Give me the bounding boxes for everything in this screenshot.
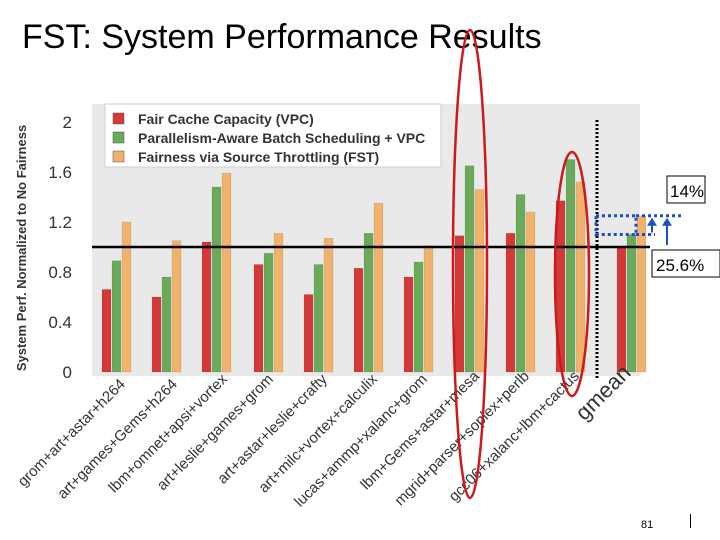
bar	[464, 165, 475, 373]
x-axis-tick-labels: grom+art+astar+h264art+games+Gems+h264lb…	[14, 360, 635, 511]
bar	[423, 245, 434, 373]
bar	[403, 276, 414, 373]
bar	[101, 289, 112, 373]
bar	[211, 186, 222, 373]
legend-box	[104, 103, 442, 168]
label-box	[651, 249, 720, 278]
bar	[253, 264, 264, 373]
bar	[121, 221, 132, 373]
slide-title: FST: System Performance Results	[22, 18, 542, 56]
y-tick-label: 0.4	[48, 313, 72, 332]
y-tick-label: 2	[63, 113, 72, 132]
bar	[313, 264, 324, 373]
improvement-box	[594, 214, 638, 236]
highlight-ellipse	[451, 28, 489, 500]
highlight-ellipse	[553, 150, 591, 398]
bar	[221, 173, 232, 373]
y-axis-label: System Perf. Normalized to No Fairness	[14, 125, 29, 371]
improvement-label-vpc: 25.6%	[656, 256, 704, 275]
bar	[151, 296, 162, 373]
bar	[565, 159, 576, 373]
legend-swatch	[112, 112, 125, 125]
legend-swatch	[112, 131, 125, 144]
legend-label: Fairness via Source Throttling (FST)	[138, 149, 379, 165]
arrow-head	[662, 217, 672, 226]
y-tick-label: 1.6	[48, 163, 72, 182]
improvement-annotations: 14% 25.6%	[594, 175, 720, 278]
legend-swatch	[112, 150, 125, 163]
bar	[636, 215, 647, 373]
bar	[111, 260, 122, 373]
improvement-label-pabs: 14%	[670, 182, 704, 201]
bar	[413, 261, 424, 373]
bar	[525, 211, 536, 373]
bar	[575, 181, 586, 373]
bar	[161, 276, 172, 373]
bar	[515, 194, 526, 373]
bar	[323, 238, 334, 373]
corner-mark	[690, 514, 691, 528]
page-number: 81	[641, 519, 654, 531]
legend-label: Parallelism-Aware Batch Scheduling + VPC	[138, 130, 425, 146]
y-axis: 0 0.4 0.8 1.2 1.6 2	[48, 113, 72, 382]
bar	[273, 233, 284, 373]
label-box	[666, 175, 706, 204]
bar	[626, 234, 637, 373]
bar	[616, 246, 627, 373]
bar	[201, 241, 212, 373]
bar	[505, 233, 516, 373]
y-tick-label: 1.2	[48, 213, 72, 232]
bar	[373, 203, 384, 373]
bar	[353, 268, 364, 373]
y-tick-label: 0.8	[48, 263, 72, 282]
bar	[474, 189, 485, 373]
legend-label: Fair Cache Capacity (VPC)	[138, 111, 314, 127]
bar	[171, 240, 182, 373]
bar	[263, 253, 274, 373]
bar	[363, 233, 374, 373]
bar	[454, 235, 465, 373]
bar-series	[101, 159, 647, 373]
y-tick-label: 0	[63, 363, 72, 382]
highlight-ellipses	[451, 28, 591, 500]
legend: Fair Cache Capacity (VPC) Parallelism-Awa…	[104, 103, 442, 168]
bar	[303, 294, 314, 373]
arrow-head	[647, 217, 657, 226]
